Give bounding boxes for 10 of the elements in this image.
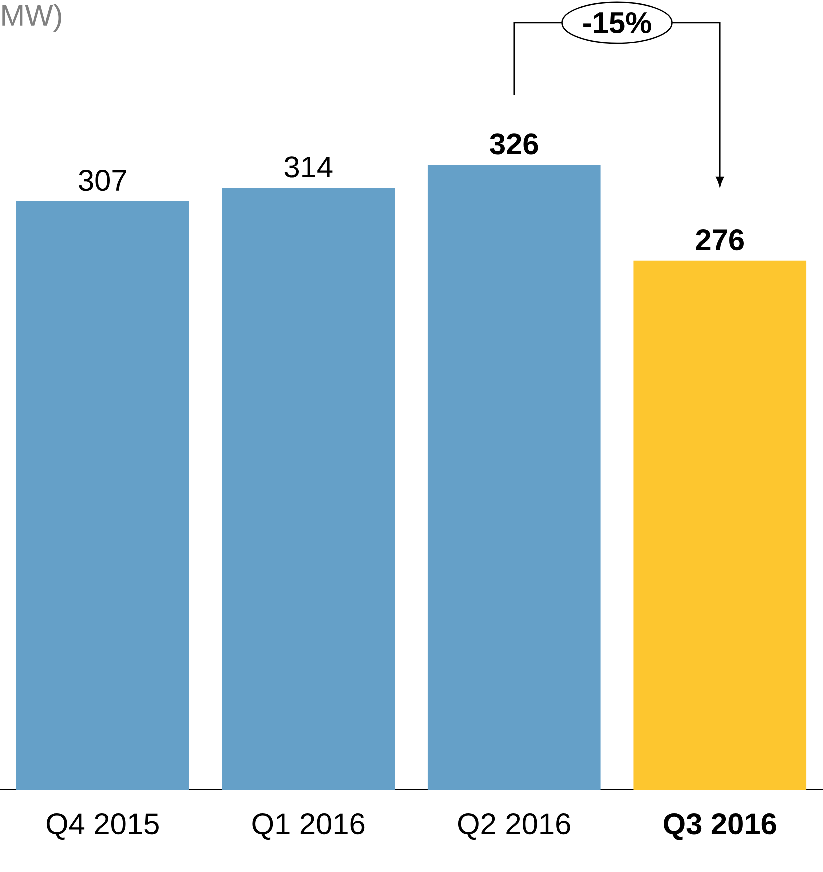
x-tick-label: Q2 2016: [458, 814, 570, 840]
x-tick-label: Q3 2016: [664, 814, 776, 840]
data-label: 326: [490, 134, 538, 155]
chart-title: MW): [2, 4, 62, 32]
data-label: 276: [696, 229, 744, 251]
text: -15%: [584, 12, 652, 34]
x-tick-label: Q4 2015: [46, 814, 159, 840]
x-tick-label: Q1 2016: [252, 814, 365, 840]
data-label: 314: [284, 156, 333, 178]
data-label: 307: [79, 170, 126, 192]
